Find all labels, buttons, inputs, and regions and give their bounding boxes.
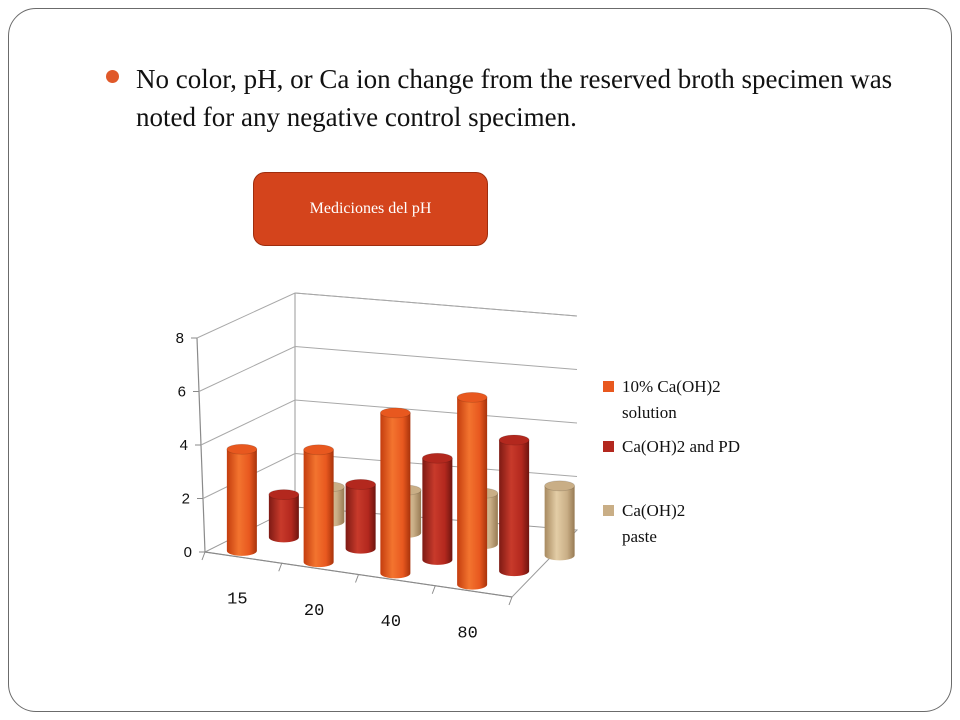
bar-ca-oh-2-and-pd-40: [421, 452, 453, 565]
bar-body: [380, 412, 411, 579]
bar-10-ca-oh-2-solution-40: [379, 407, 411, 579]
y-tick-label: 8: [176, 330, 184, 347]
bar-top: [226, 443, 258, 455]
legend-label: solution: [622, 403, 677, 422]
bar-ca-oh-2-and-pd-15: [268, 489, 300, 543]
x-tick-mark: [508, 596, 513, 606]
bar-body: [544, 485, 575, 561]
chart-title-button[interactable]: Mediciones del pH: [253, 172, 488, 246]
bar-10-ca-oh-2-solution-20: [303, 444, 335, 568]
x-tick-label: 80: [457, 624, 477, 643]
x-tick-mark: [278, 563, 283, 572]
bar-10-ca-oh-2-solution-15: [226, 443, 258, 556]
legend-swatch: [603, 381, 614, 392]
y-tick-label: 2: [182, 491, 190, 508]
bar-top: [456, 391, 488, 403]
legend-item: 10% Ca(OH)2 solution: [603, 377, 721, 422]
bar-top: [544, 480, 576, 492]
bar-body: [457, 397, 488, 590]
chart-legend: 10% Ca(OH)2 solution Ca(OH)2 and PD Ca(OH)2…: [603, 377, 740, 546]
bar-ca-oh-2-and-pd-20: [345, 479, 377, 554]
x-tick-label: 15: [227, 591, 247, 610]
legend-label: Ca(OH)2: [622, 501, 685, 520]
bar-body: [345, 484, 376, 554]
bar-body: [422, 458, 453, 565]
legend-swatch: [603, 505, 614, 516]
bar-top: [498, 434, 530, 446]
y-tick-label: 4: [180, 437, 188, 454]
bar-10-ca-oh-2-solution-80: [456, 391, 488, 590]
bar-ca-oh-2-and-pd-80: [498, 434, 530, 577]
legend-label: paste: [622, 527, 657, 546]
bar-top: [345, 479, 377, 490]
bar-body: [226, 449, 257, 556]
bar-top: [421, 452, 453, 464]
bar-top: [303, 444, 335, 456]
legend-swatch: [603, 441, 614, 452]
bar-ca-oh-2-paste-80: [544, 480, 576, 561]
x-tick-label: 20: [304, 602, 324, 621]
legend-label: 10% Ca(OH)2: [622, 377, 721, 396]
bar-body: [499, 440, 530, 577]
x-tick-mark: [355, 574, 359, 583]
bullet-dot-icon: [106, 70, 119, 83]
legend-item: Ca(OH)2 paste: [603, 501, 685, 546]
slide-frame: [8, 8, 952, 712]
gridline: [198, 345, 578, 392]
bar-top: [379, 407, 411, 419]
x-tick-label: 40: [381, 613, 401, 632]
x-tick-mark: [431, 585, 436, 594]
bar-top: [268, 489, 300, 500]
bar-body: [268, 494, 299, 543]
bar-body: [303, 449, 334, 568]
y-tick-label: 0: [184, 544, 192, 561]
gridline: [196, 292, 578, 339]
chart-bars: [226, 391, 576, 590]
y-tick-label: 6: [178, 384, 186, 401]
legend-item: Ca(OH)2 and PD: [603, 437, 740, 456]
bullet-text: No color, pH, or Ca ion change from the …: [136, 64, 893, 132]
legend-label: Ca(OH)2 and PD: [622, 437, 740, 456]
x-tick-mark: [201, 551, 206, 561]
